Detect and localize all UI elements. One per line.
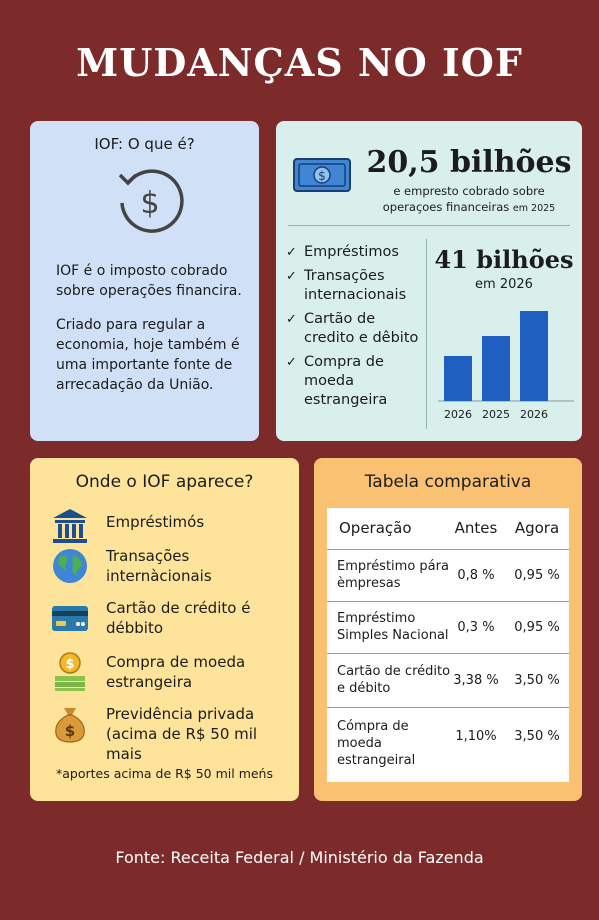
credit-card-icon <box>52 606 88 631</box>
what-is-iof-card: IOF: O que é? $ IOF é o imposto cobrado … <box>30 121 259 441</box>
check-item-label: Cartão de credito e dêbito <box>304 311 419 346</box>
revenue-bar-chart: 2026 2025 2026 <box>438 311 574 421</box>
check-icon: ✓ <box>286 355 297 370</box>
comparison-table: Operação Antes Agora Empréstimo pára èmp… <box>327 508 569 782</box>
svg-text:$: $ <box>65 657 74 672</box>
table-cell-now: 3,50 % <box>514 729 560 744</box>
dollar-cycle-icon: $ <box>118 169 184 233</box>
chart-bar <box>482 336 510 401</box>
table-cell-now: 0,95 % <box>514 568 560 583</box>
check-icon: ✓ <box>286 269 297 284</box>
check-item: ✓ Compra de moeda estrangeira <box>286 353 426 410</box>
check-item: ✓ Empréstimos <box>286 243 426 262</box>
table-row: Empréstimo Simples Nacional 0,3 % 0,95 % <box>327 602 569 654</box>
revenue-2025-description: e empresto cobrado sobre operaçoes finan… <box>366 183 572 217</box>
column-header: Antes <box>454 519 498 537</box>
what-paragraph-2: Criado para regular a economia, hoje tam… <box>56 317 240 393</box>
table-row: Empréstimo pára èmpresas 0,8 % 0,95 % <box>327 550 569 602</box>
money-bag-icon: $ <box>55 708 85 743</box>
chart-tick-label: 2026 <box>520 408 548 421</box>
revenue-2025-value: 20,5 bilhões <box>366 145 572 180</box>
where-item-label: Transações internàcionais <box>106 547 212 585</box>
bank-icon <box>53 509 87 543</box>
chart-bar <box>444 356 472 401</box>
what-paragraph-1: IOF é o imposto cobrado sobre operações … <box>56 263 242 299</box>
table-heading: Tabela comparativa <box>364 472 532 492</box>
where-item-label: Compra de moeda estrangeira <box>106 653 246 691</box>
chart-tick-label: 2025 <box>482 408 510 421</box>
revenue-card: $ 20,5 bilhões e empresto cobrado sobre … <box>276 121 582 441</box>
check-item-label: Compra de moeda estrangeira <box>304 354 388 408</box>
comparison-table-card: Tabela comparativa Operação Antes Agora … <box>314 458 582 801</box>
table-cell-before: 1,10% <box>455 729 497 744</box>
table-cell-now: 3,50 % <box>514 673 560 688</box>
check-icon: ✓ <box>286 245 297 260</box>
column-header: Operação <box>339 519 412 537</box>
where-item-label: Empréstimós <box>106 513 205 531</box>
check-item-label: Empréstimos <box>304 244 399 260</box>
revenue-2025-year: em 2025 <box>512 203 556 214</box>
svg-text:$: $ <box>140 186 159 221</box>
banknote-icon: $ <box>293 158 351 192</box>
table-row: Cómpra de moeda estrangeiral 1,10% 3,50 … <box>327 708 569 782</box>
check-item-label: Transações internacionais <box>304 268 407 303</box>
where-iof-card: Onde o IOF aparece? Empréstimós Transaçõ… <box>30 458 299 801</box>
check-icon: ✓ <box>286 312 297 327</box>
table-cell-before: 0,3 % <box>457 620 495 635</box>
check-item: ✓ Cartão de credito e dêbito <box>286 310 426 348</box>
coins-icon: $ <box>55 652 85 691</box>
revenue-2025-desc-line2: operaçoes financeiras <box>382 200 510 214</box>
table-header-row: Operação Antes Agora <box>327 508 569 550</box>
where-item-label: Cartão de crédito é débbito <box>106 599 251 637</box>
revenue-2026-value: 41 bilhões <box>434 245 574 274</box>
globe-icon <box>53 549 87 583</box>
where-item-label: Previdência privada (acima de R$ 50 mil … <box>106 705 258 763</box>
table-cell-before: 0,8 % <box>457 568 495 583</box>
table-row: Cartão de crédito e débito 3,38 % 3,50 % <box>327 654 569 708</box>
vertical-divider <box>426 239 427 429</box>
divider <box>288 225 570 226</box>
operations-check-list: ✓ Empréstimos ✓ Transações internacionais … <box>286 243 426 415</box>
what-heading: IOF: O que é? <box>94 135 195 153</box>
where-heading: Onde o IOF aparece? <box>75 472 254 492</box>
revenue-2025-desc-line: e empresto cobrado sobre <box>393 184 545 198</box>
where-footnote: *aportes acima de R$ 50 mil meńs <box>55 766 273 781</box>
table-cell-now: 0,95 % <box>514 620 560 635</box>
table-cell-before: 3,38 % <box>453 673 499 688</box>
table-cell-operation: Cómpra de moeda estrangeiral <box>337 719 416 768</box>
check-item: ✓ Transações internacionais <box>286 267 426 305</box>
page-title: MUDANÇAS NO IOF <box>76 40 523 85</box>
source-footer: Fonte: Receita Federal / Ministério da F… <box>115 848 484 867</box>
table-cell-operation: Empréstimo Simples Nacional <box>337 611 449 643</box>
revenue-2026-label: em 2026 <box>475 277 533 292</box>
svg-text:$: $ <box>65 722 75 740</box>
svg-text:$: $ <box>318 169 326 183</box>
table-cell-operation: Empréstimo pára èmpresas <box>337 559 449 591</box>
chart-bar <box>520 311 548 401</box>
column-header: Agora <box>514 519 560 537</box>
table-cell-operation: Cartão de crédito e débito <box>337 664 451 696</box>
chart-tick-label: 2026 <box>444 408 472 421</box>
